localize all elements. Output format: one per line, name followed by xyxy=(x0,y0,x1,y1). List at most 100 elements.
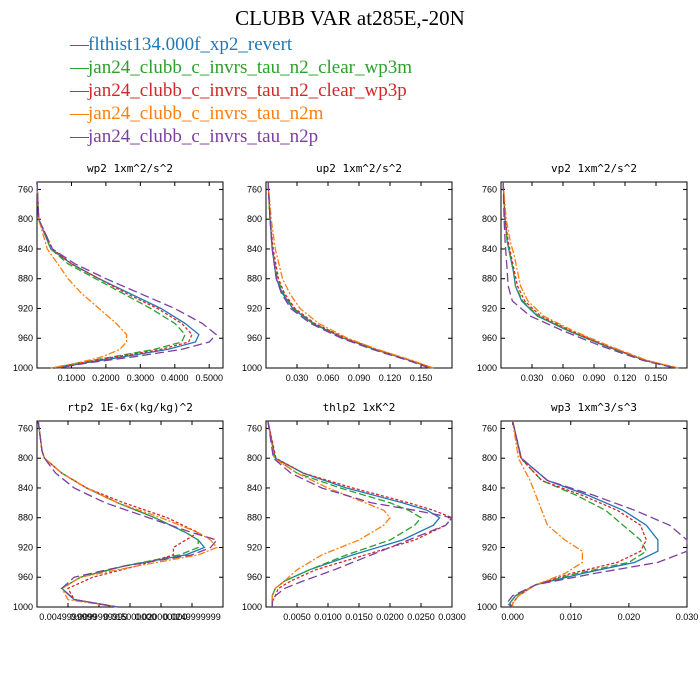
x-tick-label: 0.020 xyxy=(618,612,641,622)
series-line xyxy=(502,181,679,369)
y-tick-label: 960 xyxy=(18,572,33,582)
series-line xyxy=(267,181,430,369)
y-tick-label: 960 xyxy=(247,572,262,582)
x-tick-label: 0.150 xyxy=(410,373,433,383)
x-tick-label: 0.030 xyxy=(286,373,309,383)
series-line xyxy=(502,181,675,369)
series-line xyxy=(36,181,186,369)
series-line xyxy=(36,181,128,369)
series-line xyxy=(267,420,422,607)
y-tick-label: 840 xyxy=(247,244,262,254)
y-tick-label: 920 xyxy=(247,303,262,313)
panel-title: thlp2 1xK^2 xyxy=(323,401,396,414)
y-tick-label: 920 xyxy=(247,542,262,552)
y-tick-label: 880 xyxy=(247,274,262,284)
series-line xyxy=(508,420,659,608)
panel-title: up2 1xm^2/s^2 xyxy=(316,162,402,175)
series-line xyxy=(502,181,677,369)
legend-label: jan24_clubb_c_invrs_tau_n2_clear_wp3m xyxy=(88,57,412,78)
x-tick-label: 0.000 xyxy=(501,612,524,622)
y-tick-label: 840 xyxy=(247,483,262,493)
legend-label: jan24_clubb_c_invrs_tau_n2_clear_wp3p xyxy=(88,80,407,101)
x-tick-label: 0.0100 xyxy=(314,612,342,622)
y-tick-label: 760 xyxy=(247,184,262,194)
series-line xyxy=(37,420,218,608)
legend-line-icon: — xyxy=(70,126,89,147)
series-line xyxy=(511,420,648,607)
series-line xyxy=(37,420,218,608)
x-tick-label: 0.4000 xyxy=(161,373,189,383)
x-tick-label: 0.0050 xyxy=(283,612,311,622)
y-tick-label: 840 xyxy=(482,483,497,493)
y-tick-label: 880 xyxy=(18,274,33,284)
panel-title: vp2 1xm^2/s^2 xyxy=(551,162,637,175)
plot-frame xyxy=(265,181,453,369)
y-tick-label: 920 xyxy=(482,303,497,313)
panel: wp3 1xm^3/s^3 760 800 840 880 920 960 1000 0.000… xyxy=(477,401,698,622)
series-line xyxy=(36,181,218,369)
legend-line-icon: — xyxy=(70,103,89,124)
series-line xyxy=(267,420,454,607)
legend-entry: — jan24_clubb_c_invrs_tau_n2m xyxy=(70,102,412,125)
y-tick-label: 800 xyxy=(482,214,497,224)
series-line xyxy=(36,181,200,369)
panel: rtp2 1E-6x(kg/kg)^2 760 800 840 880 920 960 100… xyxy=(13,401,224,622)
plot-frame xyxy=(36,420,224,608)
y-tick-label: 1000 xyxy=(13,363,33,373)
x-tick-label: 0.5000 xyxy=(195,373,223,383)
y-tick-label: 800 xyxy=(18,214,33,224)
series-line xyxy=(267,181,434,369)
y-tick-label: 760 xyxy=(482,184,497,194)
legend-entry: — jan24_clubb_c_invrs_tau_n2_clear_wp3p xyxy=(70,79,412,102)
x-tick-label: 0.060 xyxy=(317,373,340,383)
x-tick-label: 0.0250 xyxy=(407,612,435,622)
x-tick-label: 0.2000 xyxy=(92,373,120,383)
panel-title: wp3 1xm^3/s^3 xyxy=(551,401,637,414)
y-tick-label: 960 xyxy=(482,333,497,343)
x-tick-label: 0.0150 xyxy=(345,612,373,622)
legend-entry: — flthist134.000f_xp2_revert xyxy=(70,33,412,56)
plot-frame xyxy=(36,181,224,369)
y-tick-label: 760 xyxy=(18,423,33,433)
y-tick-label: 760 xyxy=(482,423,497,433)
y-tick-label: 1000 xyxy=(242,602,262,612)
legend-label: jan24_clubb_c_invrs_tau_n2m xyxy=(88,103,324,124)
y-tick-label: 920 xyxy=(482,542,497,552)
series-line xyxy=(267,420,391,607)
series-line xyxy=(37,420,199,608)
series-line xyxy=(37,420,200,608)
y-tick-label: 920 xyxy=(18,303,33,313)
x-tick-label: 0.090 xyxy=(348,373,371,383)
x-tick-label: 0.0249999999 xyxy=(163,612,221,622)
legend-label: flthist134.000f_xp2_revert xyxy=(88,34,293,55)
series-line xyxy=(267,420,454,607)
x-tick-label: 0.120 xyxy=(614,373,637,383)
legend: — flthist134.000f_xp2_revert — jan24_club… xyxy=(70,33,412,148)
y-tick-label: 760 xyxy=(18,184,33,194)
legend-line-icon: — xyxy=(70,34,89,55)
x-tick-label: 0.120 xyxy=(379,373,402,383)
panel: vp2 1xm^2/s^2 760 800 840 880 920 960 1000 0.030… xyxy=(477,162,688,383)
panel-title: rtp2 1E-6x(kg/kg)^2 xyxy=(67,401,193,414)
y-tick-label: 760 xyxy=(247,423,262,433)
legend-entry: — jan24_clubb_c_invrs_tau_n2_clear_wp3m xyxy=(70,56,412,79)
x-tick-label: 0.150 xyxy=(645,373,668,383)
y-tick-label: 960 xyxy=(247,333,262,343)
y-tick-label: 960 xyxy=(482,572,497,582)
x-tick-label: 0.0099999999 xyxy=(70,612,128,622)
y-tick-label: 800 xyxy=(18,453,33,463)
series-line xyxy=(267,181,433,369)
y-tick-label: 880 xyxy=(18,513,33,523)
panel-title: wp2 1xm^2/s^2 xyxy=(87,162,173,175)
x-tick-label: 0.0300 xyxy=(438,612,466,622)
series-line xyxy=(505,420,688,608)
y-tick-label: 800 xyxy=(247,214,262,224)
y-tick-label: 880 xyxy=(247,513,262,523)
x-tick-label: 0.3000 xyxy=(127,373,155,383)
x-tick-label: 0.015000000 xyxy=(104,612,157,622)
x-tick-label: 0.030 xyxy=(676,612,699,622)
y-tick-label: 800 xyxy=(247,453,262,463)
y-tick-label: 880 xyxy=(482,274,497,284)
